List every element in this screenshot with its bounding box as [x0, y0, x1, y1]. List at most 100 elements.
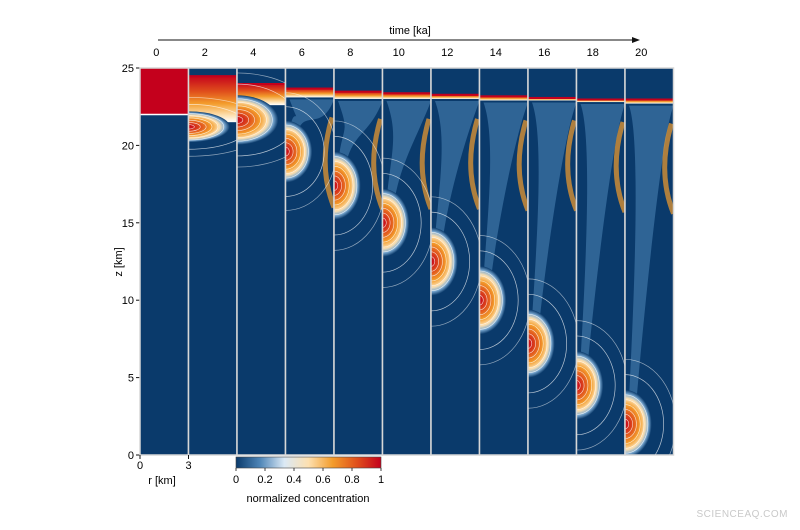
trailing-plume: [579, 104, 625, 379]
contour-line: [237, 105, 261, 135]
colorbar-tick-label: 0.8: [344, 474, 359, 486]
source-layer: [479, 95, 528, 101]
contour-line: [334, 165, 350, 206]
time-tick-label: 16: [538, 47, 550, 59]
side-filament: [322, 116, 334, 209]
panel-t14: [478, 67, 529, 456]
contour-line: [285, 124, 309, 179]
contour-line: [576, 365, 593, 406]
colorbar-tick-label: 0.6: [315, 474, 330, 486]
concentration-blob: [431, 227, 458, 296]
concentration-blob: [576, 351, 604, 420]
panel-frame: [624, 67, 675, 456]
panel-t16: [527, 67, 578, 456]
contour-line: [625, 404, 641, 444]
contour-line: [188, 119, 207, 134]
streamline: [625, 374, 665, 455]
contour-line: [382, 203, 399, 243]
time-tick-label: 0: [153, 47, 159, 59]
z-tick-label: 0: [128, 450, 134, 462]
trailing-plume: [288, 99, 334, 146]
concentration-blob: [237, 95, 279, 145]
source-layer: [625, 98, 674, 104]
side-filament: [565, 119, 577, 212]
concentration-blob: [285, 120, 313, 183]
time-tick-label: 4: [250, 47, 256, 59]
contour-line: [576, 360, 596, 410]
time-tick-label: 2: [202, 47, 208, 59]
time-tick-label: 10: [393, 47, 405, 59]
contour-line: [334, 156, 358, 216]
side-filament: [662, 122, 674, 215]
contour-line: [479, 290, 488, 311]
panel-t12: [430, 67, 481, 456]
panel-t6: [284, 67, 335, 456]
trailing-plume: [337, 100, 383, 179]
r-tick-label: 3: [185, 460, 191, 472]
trailing-plume: [531, 102, 577, 337]
z-axis-label: z [km]: [113, 247, 125, 276]
time-axis-arrowhead: [632, 37, 640, 43]
colorbar-tick-label: 0: [233, 474, 239, 486]
time-axis-label: time [ka]: [389, 25, 431, 37]
r-tick-label: 0: [137, 460, 143, 472]
side-filament: [516, 119, 528, 212]
contour-line: [285, 133, 302, 170]
z-tick-label: 10: [122, 295, 134, 307]
contour-line: [382, 212, 391, 233]
z-axis: z [km] 0 5 10 15 20 25: [113, 63, 140, 462]
contour-line: [382, 193, 406, 253]
trailing-plume: [385, 100, 431, 216]
contour-line: [576, 380, 581, 391]
z-tick-label: 20: [122, 140, 134, 152]
colorbar-tick-label: 0.2: [257, 474, 272, 486]
side-filament: [613, 121, 625, 213]
concentration-blob: [479, 266, 507, 335]
panel-t2: [187, 67, 238, 456]
contour-line: [237, 109, 255, 131]
panel-t0: [139, 67, 190, 456]
time-tick-label: 12: [441, 47, 453, 59]
time-tick-label: 6: [299, 47, 305, 59]
panel-t8: [333, 67, 384, 456]
panel-background: [140, 68, 189, 455]
watermark: SCIENCEAQ.COM: [696, 509, 788, 520]
contour-line: [528, 314, 552, 374]
streamline: [576, 335, 616, 436]
side-filament: [371, 118, 383, 210]
contour-line: [431, 251, 439, 272]
side-filament: [419, 118, 431, 210]
concentration-blob: [334, 151, 361, 220]
initial-layer: [140, 68, 189, 115]
colorbar: 0 0.2 0.4 0.6 0.8 1 normalized concentration: [233, 456, 384, 505]
contour-line: [625, 399, 645, 449]
trailing-plume: [434, 100, 480, 255]
concentration-blob: [528, 309, 555, 378]
time-tick-label: 18: [587, 47, 599, 59]
contour-line: [528, 323, 544, 364]
colorbar-gradient: [235, 456, 382, 469]
contour-line: [431, 241, 447, 282]
panels: [139, 67, 675, 456]
panel-t18: [575, 67, 626, 456]
panel-t10: [381, 67, 432, 456]
time-tick-label: 14: [490, 47, 502, 59]
z-tick-label: 5: [128, 373, 134, 385]
trailing-plume: [628, 105, 674, 418]
colorbar-tick-label: 0.4: [286, 474, 301, 486]
source-layer: [285, 87, 334, 98]
contour-line: [334, 175, 342, 196]
time-tick-label: 20: [635, 47, 647, 59]
r-axis-label: r [km]: [148, 475, 176, 487]
time-tick-label: 8: [347, 47, 353, 59]
contour-line: [625, 418, 630, 430]
contour-line: [479, 280, 496, 320]
contour-line: [528, 338, 533, 349]
z-tick-label: 25: [122, 63, 134, 75]
concentration-blob: [382, 188, 410, 257]
contour-line: [479, 270, 503, 330]
time-axis: time [ka] 0 2 4 6 8 10 12 14 16 18 20: [153, 25, 647, 59]
source-layer: [382, 92, 431, 99]
contour-line: [285, 142, 294, 161]
